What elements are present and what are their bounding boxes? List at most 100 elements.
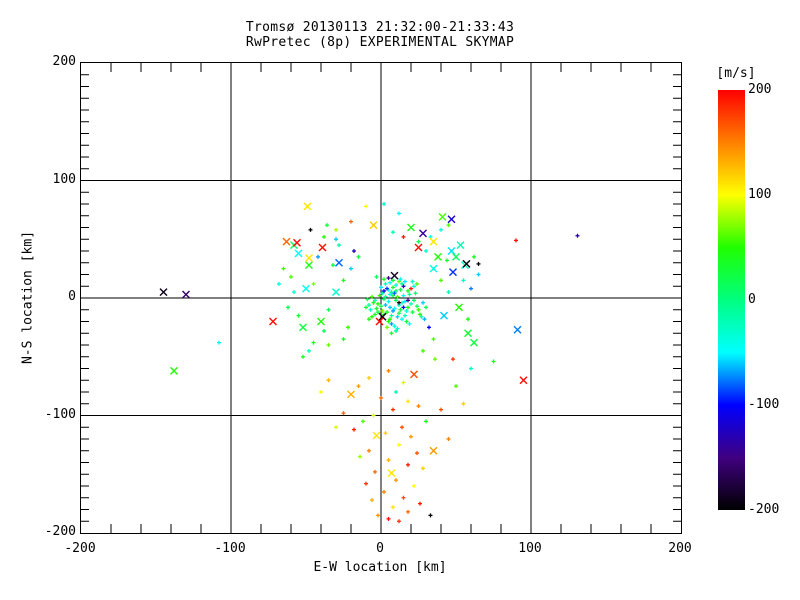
x-tick-label: -100 (214, 541, 246, 556)
scatter-marker-plus (395, 326, 400, 331)
scatter-marker-plus (277, 281, 281, 286)
scatter-marker-x (282, 237, 291, 246)
x-tick-label: -200 (64, 541, 96, 556)
scatter-marker-plus (401, 380, 406, 385)
figure-titles: Tromsø 20130113 21:32:00-21:33:43 RwPret… (80, 20, 680, 50)
scatter-marker-x (429, 237, 438, 246)
scatter-marker-x (294, 249, 303, 258)
scatter-marker-x (447, 247, 456, 255)
scatter-marker-plus (292, 290, 296, 295)
scatter-marker-plus (446, 437, 451, 441)
scatter-marker-plus (472, 254, 476, 259)
scatter-marker-x (372, 431, 381, 440)
scatter-marker-plus (382, 202, 386, 206)
scatter-marker-plus (352, 427, 356, 432)
scatter-marker-plus (424, 419, 428, 424)
scatter-marker-x (305, 261, 313, 270)
scatter-marker-plus (373, 312, 377, 317)
scatter-marker-plus (334, 237, 338, 242)
scatter-marker-plus (367, 303, 371, 308)
scatter-marker-plus (416, 239, 421, 244)
y-tick-label: -100 (44, 406, 76, 422)
y-axis-label: N-S location [km] (20, 230, 36, 365)
scatter-marker-plus (401, 495, 406, 500)
scatter-marker-x (305, 254, 313, 263)
scatter-marker-plus (418, 501, 422, 506)
scatter-marker-x (452, 252, 460, 261)
colorbar-tick-label: 0 (748, 292, 756, 307)
colorbar-tick-label: 100 (748, 187, 772, 202)
scatter-marker-plus (373, 298, 377, 303)
scatter-marker-plus (296, 313, 301, 318)
scatter-marker-plus (383, 303, 388, 308)
scatter-marker-x (378, 312, 387, 321)
scatter-marker-plus (370, 294, 374, 299)
scatter-marker-x (449, 268, 457, 277)
scatter-marker-plus (349, 219, 353, 224)
scatter-marker-x (419, 229, 427, 238)
scatter-marker-plus (397, 211, 401, 216)
scatter-marker-plus (392, 324, 397, 329)
scatter-marker-plus (386, 368, 391, 373)
scatter-marker-plus (389, 290, 394, 295)
scatter-marker-plus (451, 357, 455, 362)
scatter-marker-plus (352, 249, 356, 253)
scatter-marker-plus (391, 285, 395, 290)
scatter-marker-plus (439, 407, 443, 412)
scatter-marker-plus (341, 278, 346, 283)
scatter-marker-x (159, 288, 168, 297)
scatter-marker-plus (386, 516, 391, 521)
scatter-marker-plus (416, 404, 421, 409)
scatter-marker-plus (370, 498, 374, 503)
scatter-marker-plus (454, 384, 458, 389)
scatter-marker-plus (367, 317, 371, 322)
scatter-marker-plus (392, 291, 397, 296)
scatter-marker-plus (364, 305, 368, 310)
scatter-marker-plus (382, 277, 386, 282)
scatter-marker-plus (406, 305, 410, 310)
scatter-marker-plus (392, 306, 397, 311)
scatter-marker-plus (391, 293, 395, 298)
scatter-marker-plus (337, 243, 341, 248)
scatter-marker-plus (356, 384, 361, 389)
scatter-marker-x (464, 329, 472, 338)
plot-subtitle: RwPretec (8p) EXPERIMENTAL SKYMAP (245, 35, 515, 50)
scatter-marker-plus (397, 519, 401, 524)
scatter-marker-plus (389, 313, 394, 318)
scatter-marker-plus (386, 299, 391, 304)
scatter-marker-plus (514, 238, 518, 243)
scatter-marker-plus (394, 390, 398, 394)
scatter-marker-x (447, 215, 456, 224)
scatter-marker-plus (410, 279, 415, 284)
scatter-marker-plus (326, 343, 331, 347)
scatter-marker-plus (383, 431, 388, 436)
scatter-marker-plus (365, 297, 370, 302)
scatter-marker-plus (341, 411, 346, 416)
scatter-points-layer (81, 63, 681, 533)
x-tick-label: 100 (518, 541, 542, 556)
scatter-marker-plus (386, 276, 391, 281)
colorbar-tick-label: -200 (748, 502, 780, 517)
scatter-marker-plus (406, 399, 410, 404)
scatter-marker-plus (401, 305, 406, 310)
scatter-marker-plus (409, 301, 413, 306)
scatter-marker-plus (334, 227, 338, 232)
scatter-marker-plus (398, 287, 403, 292)
scatter-marker-x (170, 366, 178, 375)
scatter-marker-plus (389, 321, 394, 326)
scatter-marker-plus (364, 481, 368, 486)
scatter-marker-plus (424, 249, 428, 253)
scatter-marker-plus (476, 261, 481, 266)
scatter-marker-plus (421, 466, 425, 471)
scatter-marker-plus (376, 310, 380, 315)
scatter-marker-plus (406, 509, 410, 514)
colorbar-tick-label: 200 (748, 82, 772, 97)
scatter-marker-x (293, 238, 301, 247)
scatter-marker-x (470, 338, 478, 347)
scatter-marker-plus (395, 314, 400, 319)
scatter-marker-plus (379, 285, 383, 290)
scatter-marker-plus (412, 484, 416, 488)
y-tick-label: 100 (52, 171, 76, 187)
scatter-marker-plus (421, 300, 425, 305)
scatter-marker-plus (382, 297, 386, 302)
